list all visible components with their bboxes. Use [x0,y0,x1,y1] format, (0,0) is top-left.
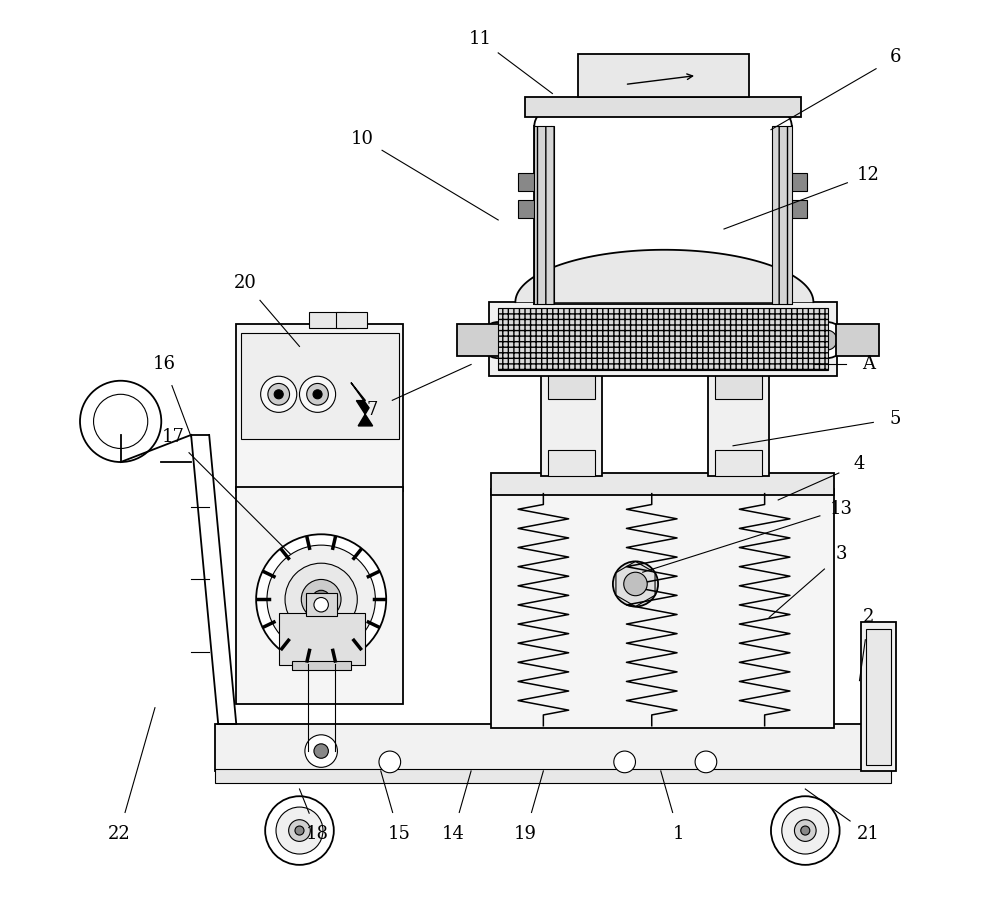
Circle shape [794,820,816,842]
Circle shape [267,545,375,653]
Circle shape [480,322,516,358]
Circle shape [305,735,337,767]
Bar [518,173,538,191]
Bar [548,370,595,399]
Text: A: A [862,355,875,373]
Bar [236,323,403,491]
Circle shape [613,562,658,606]
Circle shape [488,330,508,350]
Polygon shape [515,250,813,303]
Bar [789,801,822,814]
Bar [215,724,891,771]
Bar [715,370,762,399]
Circle shape [817,330,837,350]
Text: 16: 16 [153,355,176,373]
Circle shape [289,820,310,842]
Bar [215,769,891,783]
Circle shape [614,751,635,773]
Text: 20: 20 [234,275,257,293]
Bar [525,97,801,117]
Bar [292,660,351,670]
Bar [491,489,834,728]
Circle shape [314,744,328,758]
Circle shape [256,535,386,664]
Circle shape [379,751,401,773]
Bar [715,450,762,476]
Bar [236,487,403,704]
Text: 21: 21 [857,825,880,843]
Bar [787,200,807,218]
Text: 15: 15 [387,825,410,843]
Bar [279,612,365,665]
Bar [534,126,554,304]
Bar [518,200,538,218]
Bar [772,126,792,304]
Text: 18: 18 [306,825,329,843]
Circle shape [276,807,323,854]
Circle shape [314,598,328,612]
Text: 13: 13 [830,500,853,518]
Text: 12: 12 [857,166,880,184]
Bar [836,323,879,356]
Circle shape [285,564,357,635]
Bar [866,629,891,765]
Circle shape [265,796,334,865]
Polygon shape [351,382,373,426]
Bar [541,371,602,476]
Bar [241,333,399,439]
Text: 19: 19 [514,825,537,843]
Circle shape [313,390,322,399]
Text: 10: 10 [351,130,374,148]
Text: 17: 17 [162,428,184,446]
Bar [489,303,837,376]
Bar [548,450,595,476]
Text: 1: 1 [673,825,685,843]
Text: 6: 6 [890,48,901,66]
Circle shape [695,751,717,773]
Circle shape [80,381,161,462]
Bar [498,308,828,370]
Text: 7: 7 [366,400,377,419]
Bar [457,323,500,356]
Bar [708,371,769,476]
Circle shape [94,394,148,448]
Text: 3: 3 [836,545,847,564]
Text: 2: 2 [863,609,874,626]
Text: 5: 5 [890,410,901,428]
Bar [491,473,834,496]
Circle shape [299,376,336,412]
Text: 14: 14 [442,825,464,843]
Circle shape [295,826,304,835]
Bar [578,53,749,97]
Text: 4: 4 [854,455,865,473]
Text: 22: 22 [107,825,130,843]
Circle shape [268,383,290,405]
Circle shape [771,796,840,865]
Text: 11: 11 [469,30,492,48]
Bar [306,593,337,615]
Circle shape [261,376,297,412]
Circle shape [809,322,845,358]
Circle shape [312,591,330,608]
Bar [309,312,346,328]
Bar [336,312,367,328]
Circle shape [301,580,341,619]
Bar [787,173,807,191]
Bar [283,801,316,814]
Circle shape [274,390,283,399]
Bar [861,622,896,771]
Circle shape [782,807,829,854]
Circle shape [624,573,647,596]
Circle shape [801,826,810,835]
Circle shape [307,383,328,405]
